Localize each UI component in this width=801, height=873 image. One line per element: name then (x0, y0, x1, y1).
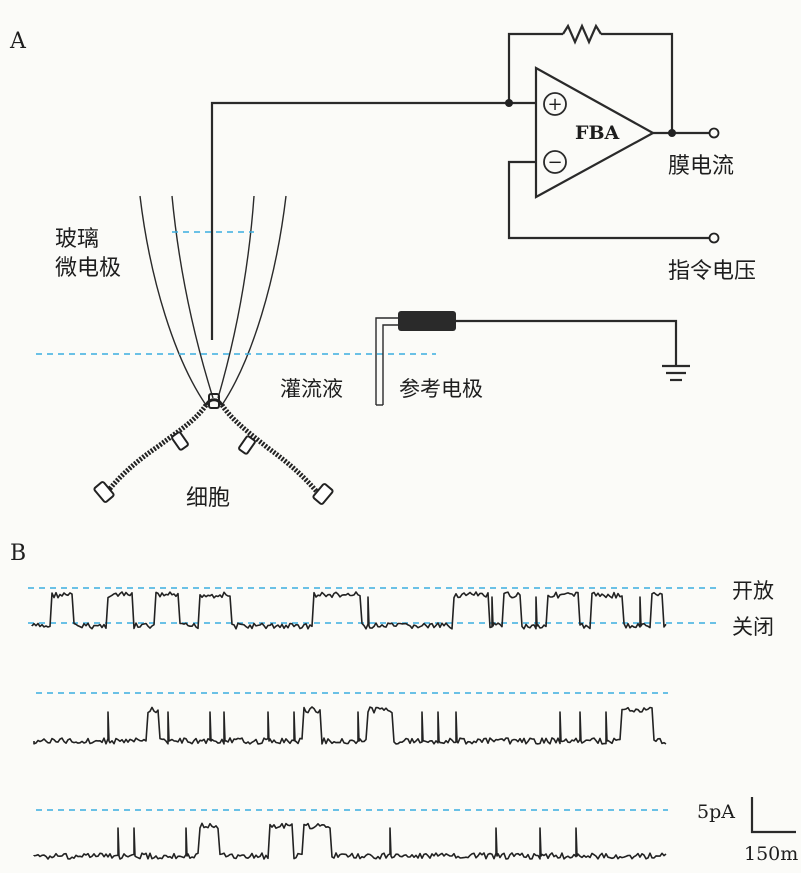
minus-symbol: − (547, 152, 562, 173)
scale-bar (750, 797, 796, 834)
glass-micropipette (139, 195, 287, 406)
fba-amplifier: + − FBA (534, 66, 656, 199)
plus-symbol: + (547, 94, 562, 115)
panel-b-label: B (10, 541, 26, 566)
command-voltage-label: 指令电压 (668, 259, 756, 284)
single-channel-trace-2 (33, 706, 667, 745)
output-terminal-icon (708, 127, 720, 139)
cell-membrane (93, 393, 334, 505)
ion-channel-icon (312, 483, 334, 505)
electrode-wire (210, 101, 536, 340)
ground-icon (662, 364, 690, 382)
scale-y-label: 5pA (697, 801, 735, 823)
perfusion-label: 灌流液 (280, 377, 343, 401)
ion-channel-icon (93, 481, 115, 503)
input-junction-dot (505, 99, 513, 107)
pipette-label-line2: 微电极 (55, 256, 121, 281)
single-channel-trace-1 (31, 591, 667, 630)
open-label: 开放 (732, 579, 774, 603)
amplifier-label: FBA (575, 122, 620, 144)
feedback-resistor (507, 23, 674, 133)
panel-a-label: A (9, 29, 27, 54)
scale-x-label: 150m (744, 843, 798, 865)
cell-label: 细胞 (186, 486, 230, 511)
command-wire (507, 160, 710, 240)
ion-channel-icon (208, 393, 220, 409)
reference-electrode-label: 参考电极 (399, 377, 483, 401)
closed-label: 关闭 (732, 615, 774, 639)
output-current-label: 膜电流 (668, 154, 734, 179)
command-terminal-icon (708, 232, 720, 244)
output-junction-dot (668, 129, 676, 137)
ion-channel-icon (238, 435, 256, 455)
minus-input-icon (543, 150, 567, 174)
ion-channel-icon (171, 431, 189, 451)
plus-input-icon (543, 92, 567, 116)
pipette-label-line1: 玻璃 (55, 227, 99, 252)
reference-electrode (375, 311, 678, 406)
single-channel-trace-3 (33, 822, 667, 860)
